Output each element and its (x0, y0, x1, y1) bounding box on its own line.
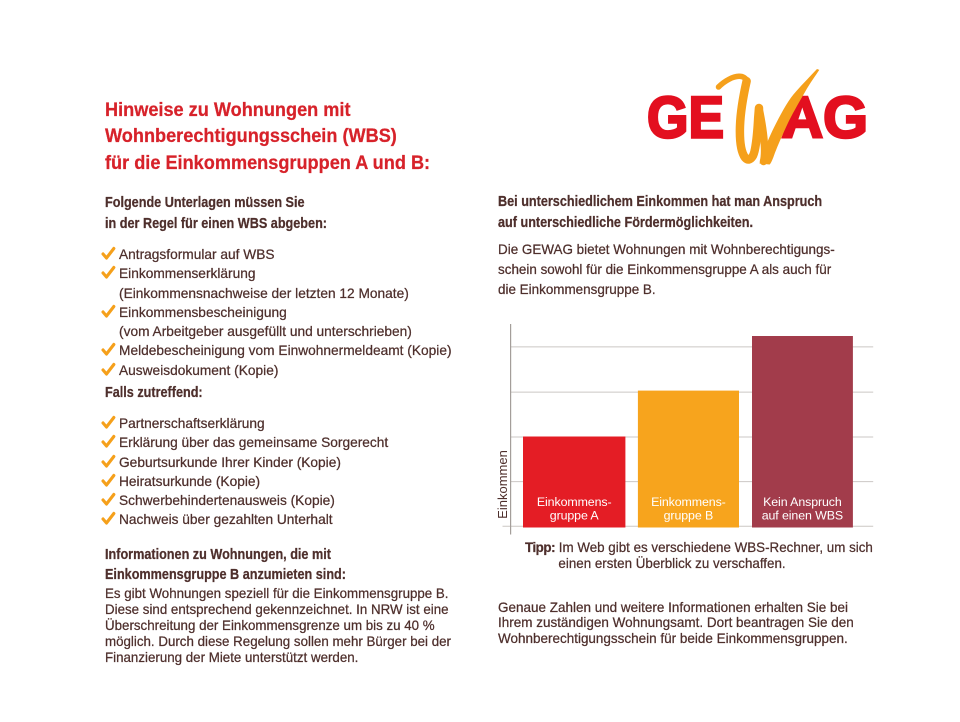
svg-text:gruppe B: gruppe B (664, 509, 714, 523)
svg-text:gruppe A: gruppe A (550, 509, 600, 523)
svg-text:GE: GE (647, 86, 724, 151)
svg-text:Einkommens-: Einkommens- (537, 495, 612, 509)
svg-text:Einkommens-: Einkommens- (651, 495, 726, 509)
svg-text:Einkommen: Einkommen (495, 450, 510, 519)
svg-text:auf einen WBS: auf einen WBS (762, 509, 843, 523)
svg-text:Kein Anspruch: Kein Anspruch (763, 495, 842, 509)
